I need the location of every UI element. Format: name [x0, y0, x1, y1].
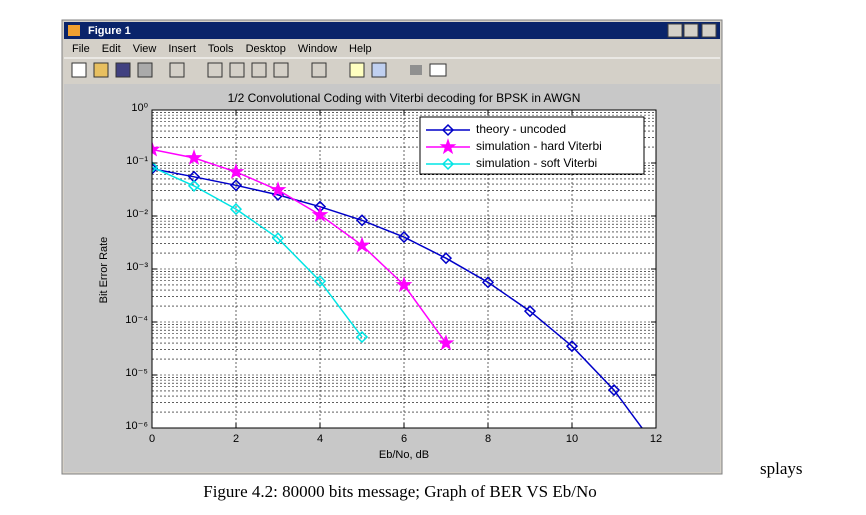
- marker: [152, 160, 159, 174]
- marker: [311, 206, 329, 222]
- menu-item[interactable]: View: [133, 43, 157, 55]
- y-tick-label: 10⁻¹: [126, 155, 148, 167]
- menu-item[interactable]: Edit: [102, 43, 121, 55]
- x-tick-label: 0: [149, 433, 155, 445]
- y-tick-label: 10⁻⁶: [125, 420, 148, 432]
- marker: [395, 276, 413, 293]
- marker: [565, 340, 579, 353]
- legend-label: simulation - soft Viterbi: [476, 156, 597, 170]
- tool-zoom-out[interactable]: [229, 62, 245, 78]
- marker: [481, 276, 495, 289]
- y-tick-label: 10⁻³: [126, 261, 148, 273]
- menu-item[interactable]: Window: [298, 43, 337, 55]
- x-tick-label: 8: [485, 433, 491, 445]
- tool-colorbar[interactable]: [349, 62, 365, 78]
- tool-open[interactable]: [93, 62, 109, 78]
- marker: [353, 236, 371, 253]
- tool-pan[interactable]: [251, 62, 267, 78]
- x-tick-label: 4: [317, 433, 323, 445]
- y-tick-label: 10⁻⁴: [125, 314, 148, 326]
- window-buttons: [667, 23, 717, 38]
- toolbar: [71, 62, 447, 78]
- y-tick-label: 10⁰: [131, 102, 148, 114]
- marker: [439, 252, 453, 265]
- marker: [437, 334, 455, 351]
- title-bar: [64, 22, 720, 39]
- series-line: [152, 148, 447, 344]
- x-tick-label: 6: [401, 433, 407, 445]
- tool-arrow[interactable]: [169, 62, 185, 78]
- tool-show[interactable]: [429, 63, 447, 77]
- chart-title: 1/2 Convolutional Coding with Viterbi de…: [228, 91, 581, 105]
- data: [152, 140, 643, 428]
- close-button[interactable]: [701, 23, 717, 38]
- tool-hide[interactable]: [410, 65, 422, 75]
- legend-marker: [441, 123, 455, 137]
- y-axis-label: Bit Error Rate: [98, 237, 110, 304]
- y-tick-label: 10⁻⁵: [125, 367, 148, 379]
- marker: [227, 163, 245, 179]
- marker: [607, 383, 621, 397]
- maximize-button[interactable]: [683, 23, 699, 38]
- marker: [229, 179, 243, 192]
- x-tick-label: 2: [233, 433, 239, 445]
- window-title: Figure 1: [88, 25, 131, 37]
- series-line: [152, 167, 643, 428]
- marker: [355, 214, 369, 227]
- tool-print[interactable]: [137, 62, 153, 78]
- x-tick-label: 10: [566, 433, 578, 445]
- marker: [271, 232, 285, 245]
- tool-datatip[interactable]: [311, 62, 327, 78]
- tool-zoom-in[interactable]: [207, 62, 223, 78]
- marker: [269, 181, 287, 198]
- x-axis-label: Eb/No, dB: [379, 449, 429, 461]
- menu-item[interactable]: Desktop: [246, 43, 286, 55]
- menu-item[interactable]: Insert: [168, 43, 196, 55]
- legend: theory - uncoded simulation - hard Viterb…: [419, 116, 645, 175]
- tool-save[interactable]: [115, 62, 131, 78]
- ticks: 10⁻⁶ 10⁻⁵ 10⁻⁴ 10⁻³ 10⁻² 10⁻¹ 10⁰ 0 2 4 6 8 10 12: [125, 102, 662, 445]
- minimize-button[interactable]: [667, 23, 683, 38]
- marker: [152, 162, 159, 175]
- side-text: splays: [760, 459, 803, 478]
- legend-marker: [441, 157, 455, 171]
- menu-item[interactable]: Tools: [208, 43, 234, 55]
- menu-item[interactable]: File: [72, 43, 90, 55]
- menu-item[interactable]: Help: [349, 43, 372, 55]
- tool-legend[interactable]: [371, 62, 387, 78]
- tool-new[interactable]: [71, 62, 87, 78]
- marker: [229, 203, 243, 216]
- legend-label: theory - uncoded: [476, 122, 566, 136]
- marker: [185, 149, 203, 165]
- caption: Figure 4.2: 80000 bits message; Graph of…: [203, 482, 597, 501]
- marker: [355, 330, 369, 344]
- legend-label: simulation - hard Viterbi: [476, 139, 602, 153]
- menu-bar: File Edit View Insert Tools Desktop Window Help: [72, 43, 372, 55]
- marker: [313, 275, 327, 288]
- marker: [397, 231, 411, 244]
- x-tick-label: 12: [650, 433, 662, 445]
- window-icon: [68, 25, 80, 36]
- tool-rotate[interactable]: [273, 62, 289, 78]
- marker: [152, 140, 161, 157]
- series-line: [152, 166, 363, 338]
- marker: [187, 179, 201, 192]
- legend-marker: [439, 138, 457, 155]
- y-tick-label: 10⁻²: [126, 208, 148, 220]
- marker: [523, 305, 537, 318]
